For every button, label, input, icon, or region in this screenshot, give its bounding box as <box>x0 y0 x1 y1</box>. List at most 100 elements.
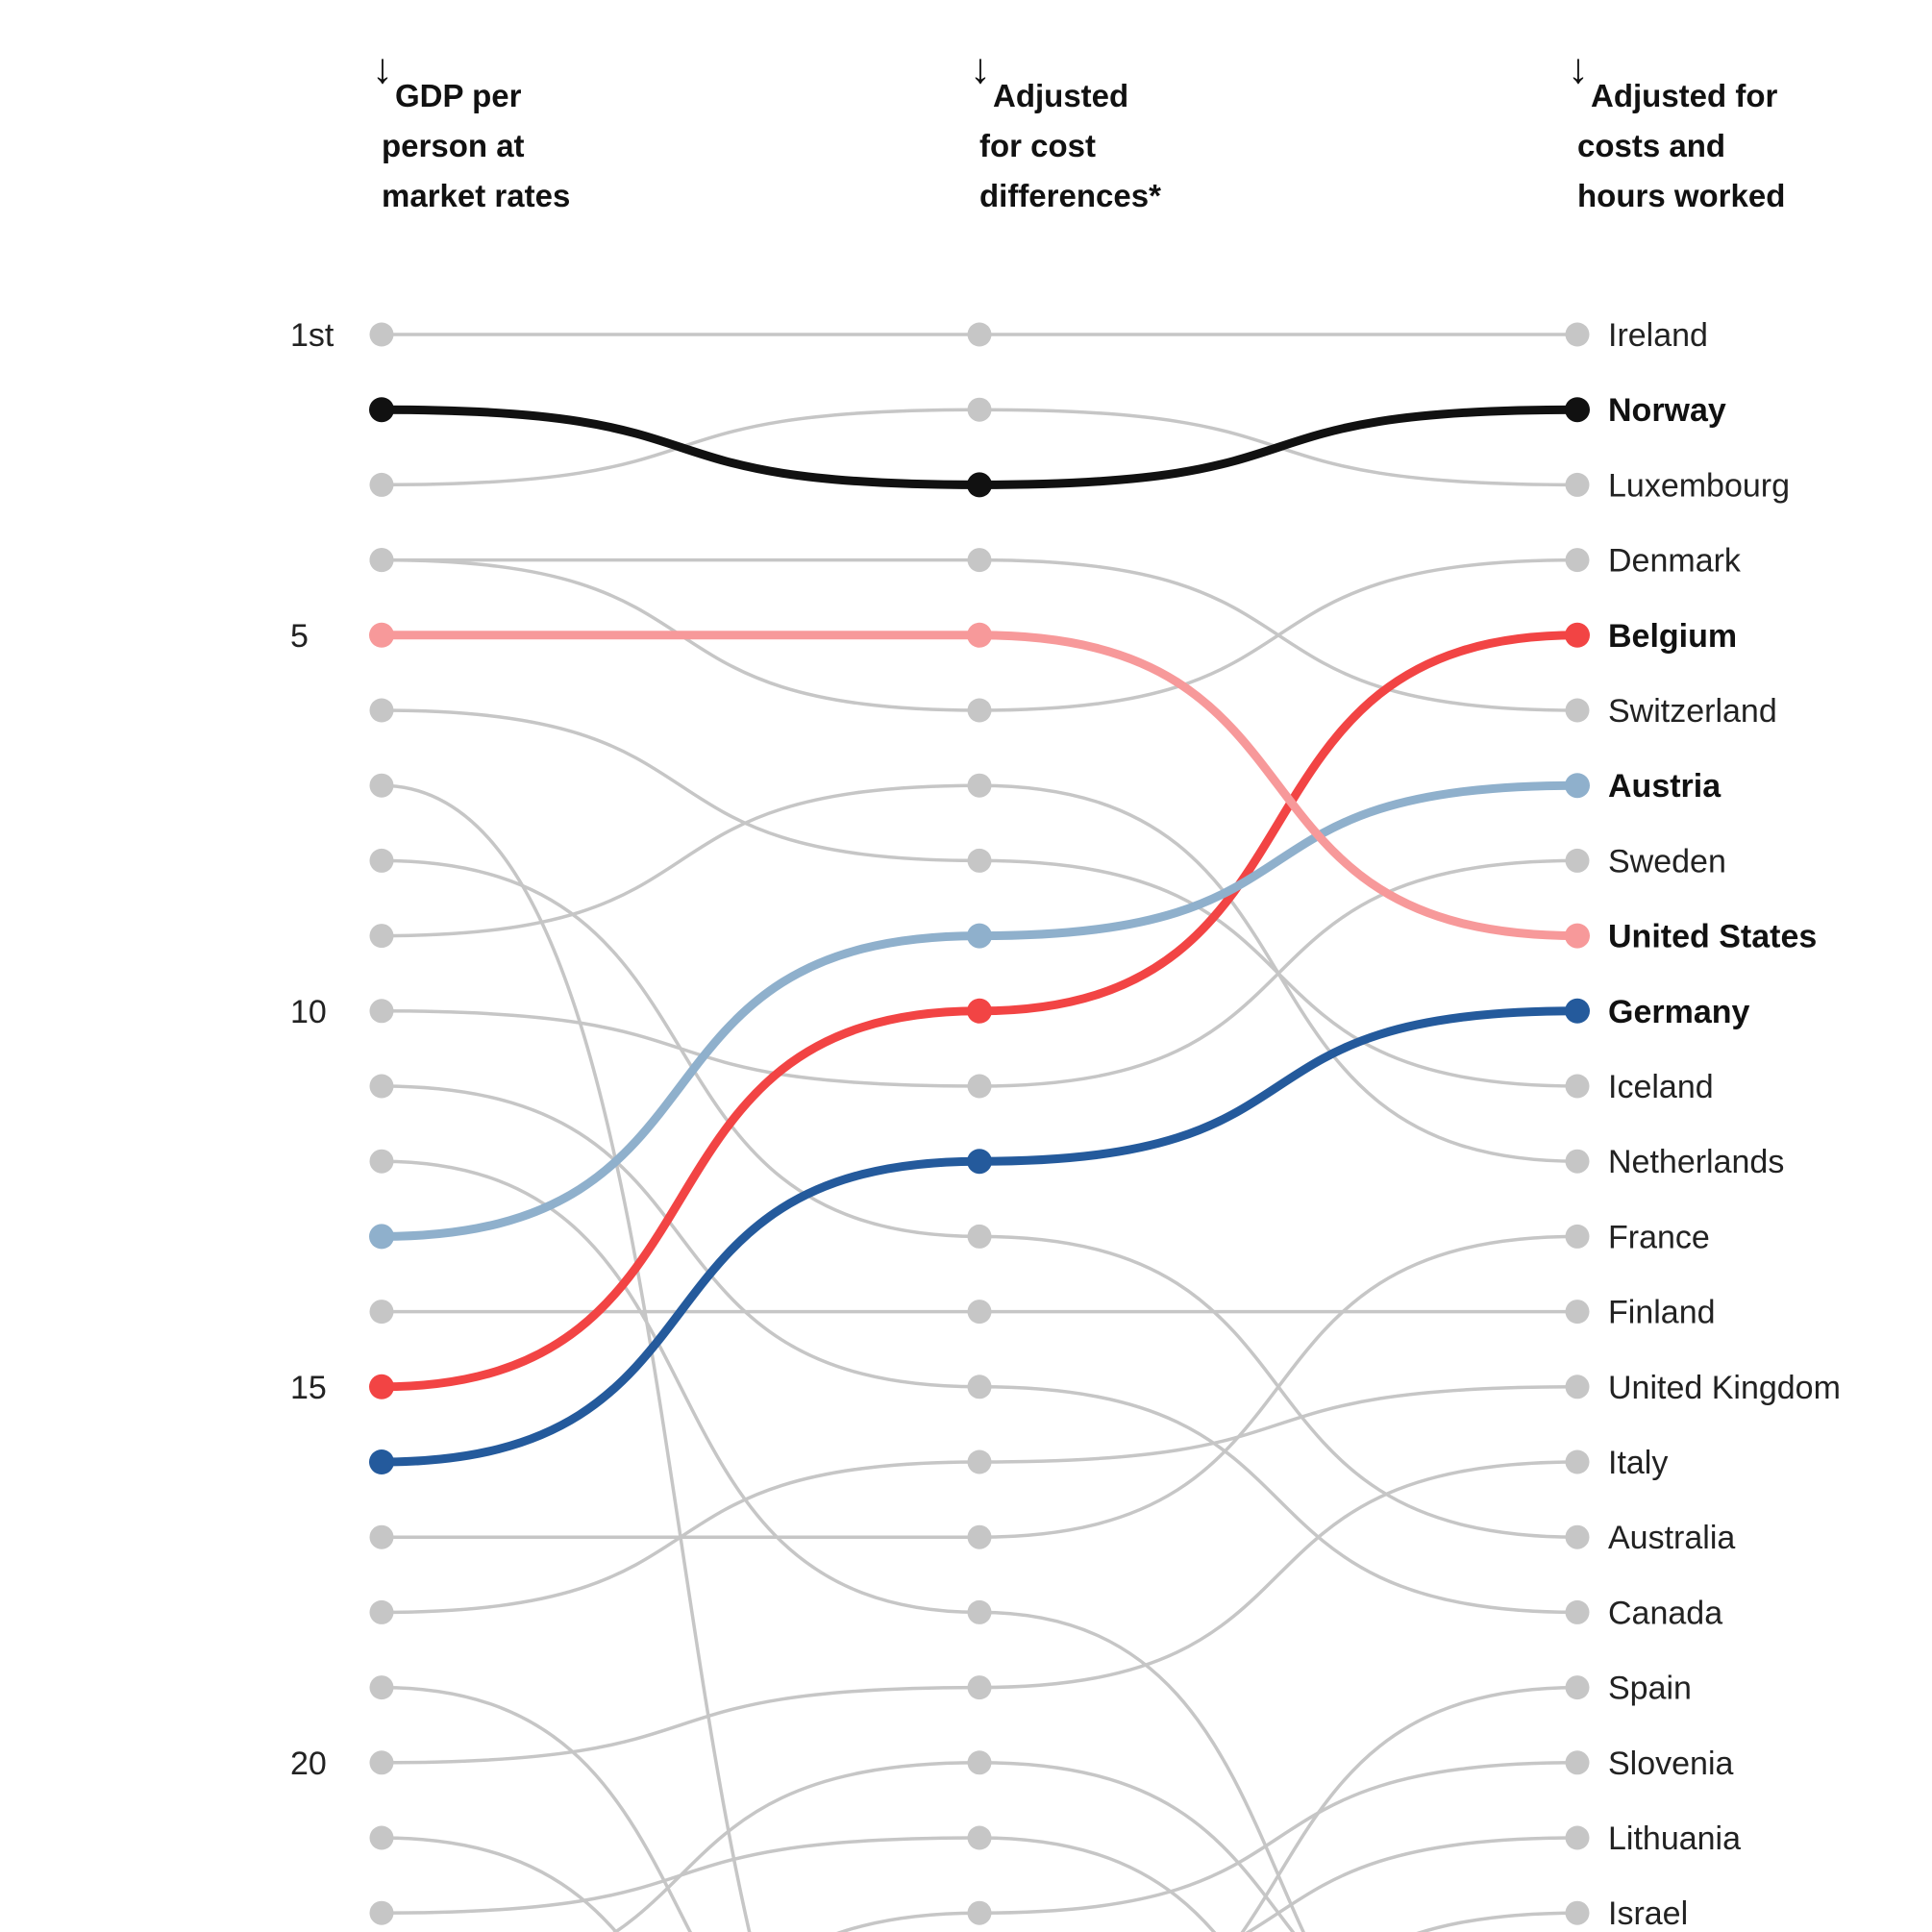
belgium-dot <box>1565 623 1590 648</box>
switzerland-dot <box>370 548 394 572</box>
switzerland-dot <box>968 548 992 572</box>
rank-label: 10 <box>290 994 327 1030</box>
column-header-line: person at <box>382 128 525 163</box>
germany-dot <box>369 1449 394 1474</box>
country-label-spain: Spain <box>1608 1671 1692 1707</box>
israel-line <box>382 1688 1577 1932</box>
country-label-netherlands: Netherlands <box>1608 1144 1784 1180</box>
iceland-dot <box>1566 1075 1590 1099</box>
unlabeled-dot <box>370 774 394 798</box>
netherlands-dot <box>370 924 394 948</box>
netherlands-line <box>382 785 1577 1161</box>
country-label-united-states: United States <box>1608 919 1817 955</box>
country-label-switzerland: Switzerland <box>1608 693 1777 730</box>
unlabeled-dot <box>370 1826 394 1850</box>
country-label-norway: Norway <box>1608 392 1726 429</box>
germany-dot <box>967 1149 992 1174</box>
column-header-line: Adjusted for <box>1591 78 1777 113</box>
country-label-slovenia: Slovenia <box>1608 1746 1734 1782</box>
country-label-luxembourg: Luxembourg <box>1608 467 1790 504</box>
country-label-germany: Germany <box>1608 994 1749 1030</box>
spain-dot <box>1566 1675 1590 1699</box>
ireland-dot <box>370 323 394 347</box>
country-label-denmark: Denmark <box>1608 543 1742 580</box>
denmark-dot <box>968 699 992 723</box>
norway-dot <box>967 472 992 497</box>
united-states-dot <box>1565 924 1590 949</box>
netherlands-dot <box>968 774 992 798</box>
france-dot <box>1566 1225 1590 1249</box>
austria-dot <box>1565 773 1590 798</box>
column-arrow: ↓ <box>1568 45 1589 92</box>
column-header-line: for cost <box>979 128 1096 163</box>
column-header-line: differences* <box>979 178 1161 213</box>
finland-dot <box>968 1300 992 1324</box>
country-labels: Ireland Norway Luxembourg Denmark Belgium Swi… <box>1608 317 1841 1932</box>
column-arrow: ↓ <box>970 45 991 92</box>
rank-label: 15 <box>290 1370 327 1406</box>
country-label-belgium: Belgium <box>1608 618 1737 655</box>
canada-dot <box>370 1075 394 1099</box>
united-kingdom-dot <box>370 1600 394 1624</box>
australia-dot <box>370 849 394 873</box>
denmark-dot <box>1566 548 1590 572</box>
germany-dot <box>1565 999 1590 1024</box>
canada-dot <box>1566 1600 1590 1624</box>
column-arrow: ↓ <box>372 45 393 92</box>
country-label-canada: Canada <box>1608 1595 1722 1631</box>
rank-dots <box>369 323 1590 1932</box>
belgium-dot <box>369 1375 394 1399</box>
country-label-france: France <box>1608 1219 1710 1255</box>
italy-dot <box>1566 1450 1590 1474</box>
australia-dot <box>968 1225 992 1249</box>
ireland-dot <box>1566 323 1590 347</box>
unlabeled-dot <box>370 1901 394 1925</box>
iceland-dot <box>968 849 992 873</box>
column-header-line: GDP per <box>395 78 522 113</box>
country-label-finland: Finland <box>1608 1295 1716 1331</box>
country-label-israel: Israel <box>1608 1895 1688 1932</box>
country-label-sweden: Sweden <box>1608 843 1726 879</box>
lithuania-dot <box>1566 1826 1590 1850</box>
unlabeled-dot <box>968 1826 992 1850</box>
rank-axis-labels: 1st 5 10 15 20 <box>290 317 334 1782</box>
country-label-ireland: Ireland <box>1608 317 1708 354</box>
italy-dot <box>370 1750 394 1774</box>
united-states-dot <box>369 623 394 648</box>
austria-dot <box>967 924 992 949</box>
canada-dot <box>968 1375 992 1399</box>
luxembourg-dot <box>968 398 992 422</box>
norway-dot <box>1565 397 1590 422</box>
finland-dot <box>1566 1300 1590 1324</box>
united-kingdom-dot <box>968 1450 992 1474</box>
ireland-dot <box>968 323 992 347</box>
unlabeled-dot <box>968 1600 992 1624</box>
unlabeled-dot <box>370 1150 394 1174</box>
rank-label: 1st <box>290 317 334 354</box>
column-header-line: hours worked <box>1577 178 1785 213</box>
country-label-austria: Austria <box>1608 768 1721 805</box>
iceland-dot <box>370 699 394 723</box>
norway-dot <box>369 397 394 422</box>
rank-label: 20 <box>290 1746 327 1782</box>
spain-line <box>382 1688 1577 1932</box>
israel-dot <box>370 1675 394 1699</box>
luxembourg-dot <box>1566 473 1590 497</box>
column-header-line: Adjusted <box>993 78 1128 113</box>
finland-dot <box>370 1300 394 1324</box>
unlabeled-dot <box>968 1750 992 1774</box>
column-header-line: market rates <box>382 178 570 213</box>
rank-label: 5 <box>290 618 309 655</box>
united-states-dot <box>967 623 992 648</box>
sweden-dot <box>968 1075 992 1099</box>
italy-dot <box>968 1675 992 1699</box>
israel-dot <box>1566 1901 1590 1925</box>
austria-dot <box>369 1224 394 1249</box>
column-header-line: costs and <box>1577 128 1725 163</box>
sweden-dot <box>1566 849 1590 873</box>
luxembourg-dot <box>370 473 394 497</box>
france-dot <box>370 1525 394 1549</box>
belgium-dot <box>967 999 992 1024</box>
